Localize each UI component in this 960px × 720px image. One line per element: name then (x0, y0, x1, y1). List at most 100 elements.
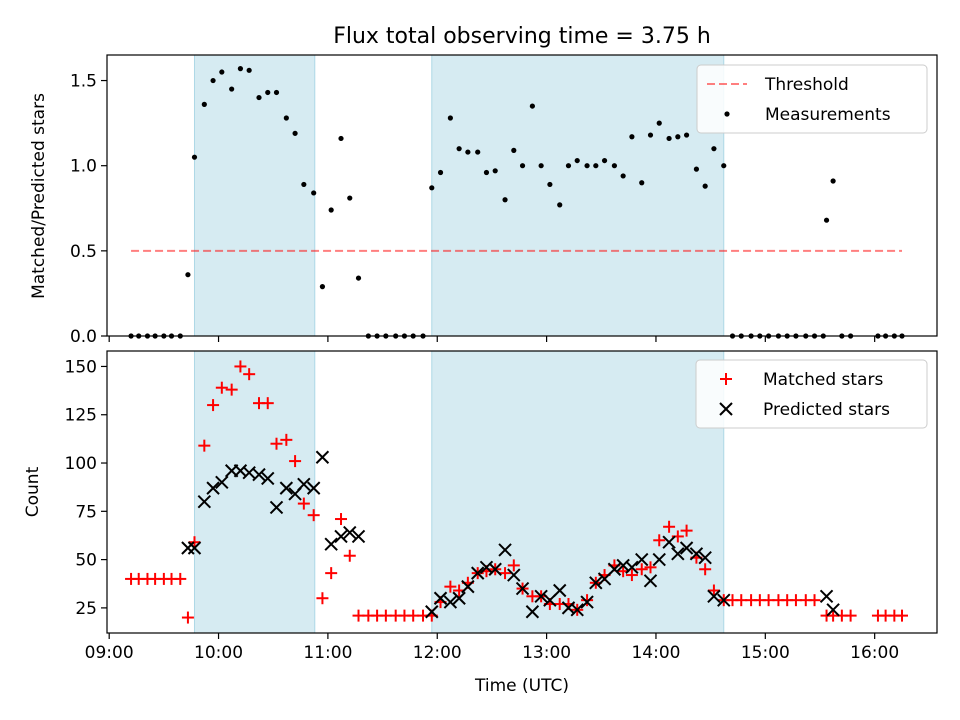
measurement-point (702, 183, 708, 189)
measurement-point (557, 202, 563, 208)
measurement-point (185, 272, 191, 278)
predicted-star-point (443, 595, 458, 609)
legend-matched-swatch (720, 373, 732, 385)
xtick-label: 14:00 (631, 643, 680, 663)
measurement-point (675, 134, 681, 140)
measurement-point (538, 163, 544, 169)
legend-measurements-swatch (724, 111, 730, 117)
predicted-star-point (525, 605, 540, 619)
predicted-star-point (698, 550, 712, 565)
measurement-point (283, 115, 289, 121)
matched-star-point (198, 439, 211, 452)
matched-star-point (261, 397, 274, 410)
top-ytick-label: 0.5 (70, 242, 97, 262)
predicted-star-point (498, 543, 512, 557)
measurement-point (511, 147, 517, 153)
xtick-label: 15:00 (741, 643, 790, 663)
bot-ytick-label: 50 (75, 551, 97, 571)
predicted-star-point (580, 595, 594, 609)
measurement-point (256, 94, 262, 101)
predicted-star-point (252, 467, 266, 482)
predicted-star-point (343, 525, 357, 540)
measurement-point (338, 135, 344, 142)
predicted-star-point (433, 591, 448, 605)
top-legend: Threshold Measurements (696, 64, 928, 134)
legend-matched-label: Matched stars (763, 370, 883, 390)
measurement-point (475, 149, 481, 155)
matched-star-point (297, 497, 310, 510)
measurement-point (311, 190, 317, 196)
predicted-star-point (826, 603, 840, 617)
measurement-point (601, 157, 608, 164)
matched-star-point (808, 594, 821, 607)
measurement-point (319, 284, 326, 290)
measurement-point (647, 132, 654, 138)
measurement-point (492, 168, 498, 174)
predicted-star-point (197, 494, 212, 509)
matched-star-point (644, 561, 657, 574)
measurement-point (229, 86, 235, 92)
predicted-star-point (261, 471, 275, 486)
matched-star-point (335, 513, 348, 526)
bot-ytick-label: 75 (75, 502, 97, 522)
measurement-point (273, 89, 280, 96)
measurement-point (547, 181, 553, 188)
predicted-star-point (652, 552, 666, 567)
measurement-point (629, 134, 635, 140)
bottom-legend-box (695, 359, 928, 429)
top-ytick-label: 1.5 (70, 72, 97, 92)
measurement-point (437, 169, 444, 176)
matched-star-point (174, 572, 187, 585)
predicted-star-point (215, 475, 229, 490)
measurement-point (823, 217, 830, 223)
measurement-point (456, 146, 462, 152)
measurement-point (584, 163, 590, 169)
predicted-star-point (534, 589, 548, 604)
measurement-point (666, 135, 672, 142)
matched-star-point (270, 437, 283, 450)
measurement-point (502, 197, 508, 203)
measurement-point (246, 67, 252, 73)
top-y-axis: 0.0 0.5 1.0 1.5 (70, 72, 107, 347)
predicted-star-point (351, 529, 366, 544)
measurement-point (201, 101, 207, 107)
measurement-point (711, 146, 717, 152)
measurement-point (721, 163, 727, 169)
matched-star-point (844, 609, 857, 622)
bot-ytick-label: 25 (75, 599, 97, 619)
predicted-star-point (589, 576, 603, 590)
xtick-label: 16:00 (850, 643, 899, 663)
predicted-star-point (306, 481, 321, 495)
xtick-label: 12:00 (413, 643, 462, 663)
chart-title: Flux total observing time = 3.75 h (333, 24, 711, 49)
top-ytick-label: 0.0 (70, 327, 97, 347)
x-axis-label: Time (UTC) (474, 676, 569, 696)
matched-star-point (499, 567, 512, 580)
predicted-star-point (553, 583, 567, 598)
predicted-star-point (488, 562, 502, 576)
matched-star-point (663, 520, 676, 533)
measurement-point (693, 166, 700, 172)
measurement-point (265, 89, 271, 96)
measurement-point (347, 195, 353, 201)
measurement-point (191, 154, 198, 160)
measurement-point (292, 130, 298, 136)
matched-star-point (699, 563, 712, 576)
measurement-point (219, 69, 225, 75)
measurement-point (465, 149, 471, 155)
top-x-ticks (108, 336, 876, 342)
xtick-label: 13:00 (522, 643, 571, 663)
legend-threshold-label: Threshold (764, 75, 849, 95)
matched-star-point (507, 559, 520, 572)
matched-star-point (215, 381, 228, 394)
predicted-star-point (315, 450, 330, 464)
matched-star-point (207, 399, 220, 412)
predicted-star-point (206, 481, 220, 495)
xtick-label: 09:00 (85, 643, 134, 663)
matched-star-point (581, 594, 594, 607)
legend-measurements-label: Measurements (765, 105, 891, 125)
bot-ytick-label: 100 (65, 454, 97, 474)
bottom-shaded-intervals (193, 350, 725, 634)
predicted-star-point (679, 541, 694, 555)
